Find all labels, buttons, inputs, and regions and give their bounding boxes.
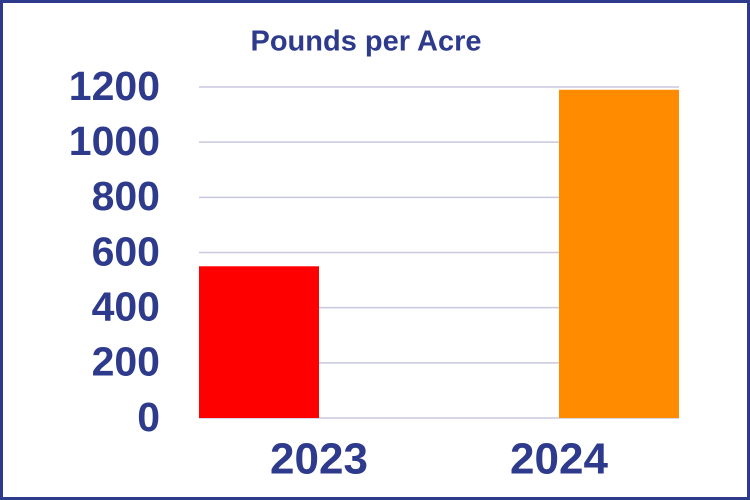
bar <box>199 266 319 418</box>
y-tick-label: 1200 <box>69 63 160 109</box>
y-tick-label: 400 <box>92 283 160 329</box>
y-tick-label: 200 <box>92 339 160 385</box>
x-tick-label: 2024 <box>510 435 608 484</box>
bar <box>559 89 679 418</box>
x-tick-label: 2023 <box>270 435 368 484</box>
chart-title: Pounds per Acre <box>251 26 482 58</box>
y-tick-label: 800 <box>92 173 160 219</box>
y-tick-label: 600 <box>92 228 160 274</box>
y-tick-label: 1000 <box>69 118 160 164</box>
y-tick-label: 0 <box>137 394 160 440</box>
